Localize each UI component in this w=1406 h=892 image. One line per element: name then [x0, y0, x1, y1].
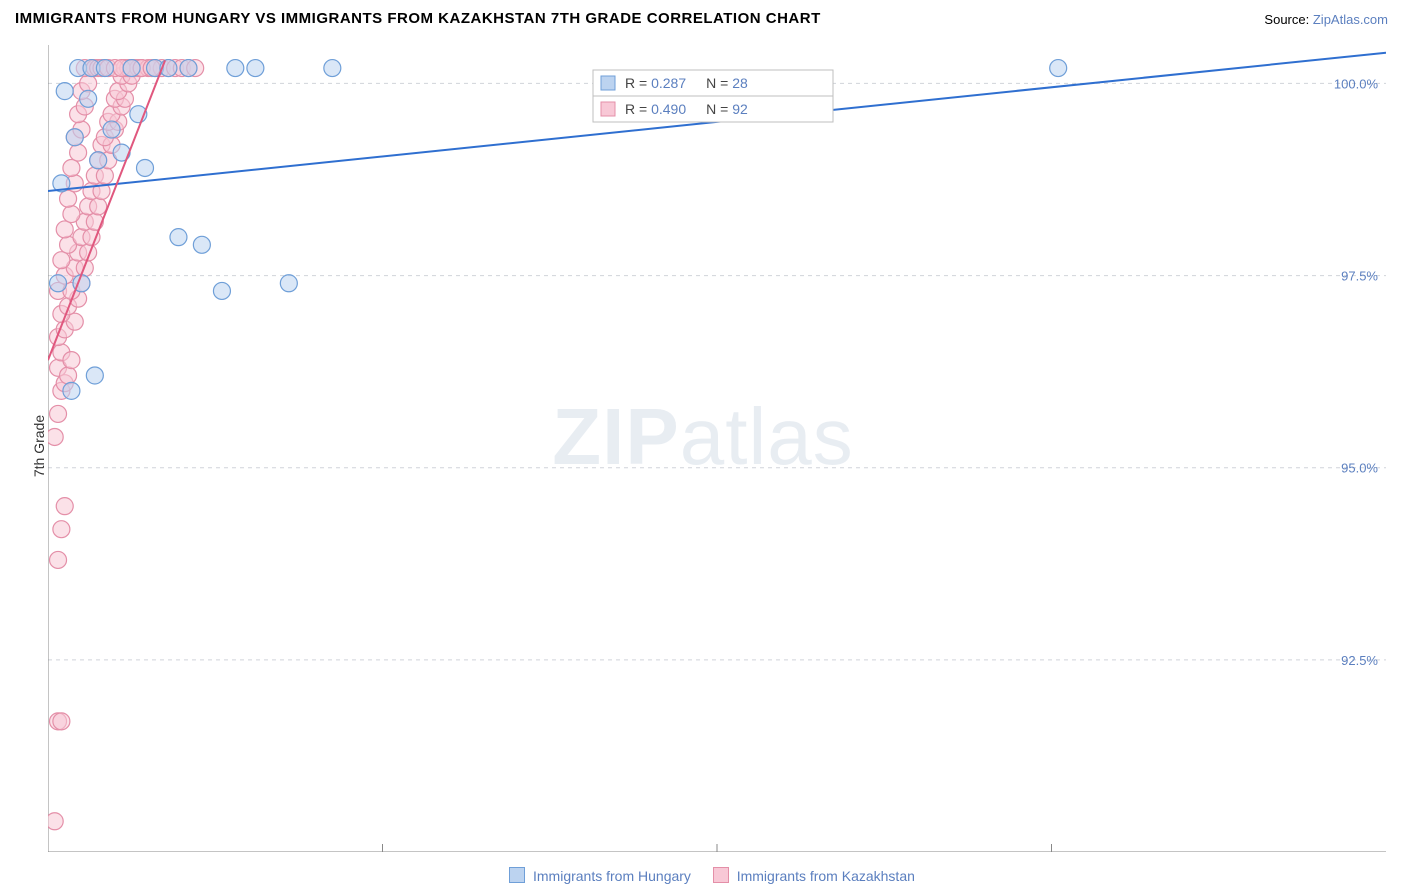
- legend-label-0: Immigrants from Hungary: [533, 868, 691, 884]
- chart-title: IMMIGRANTS FROM HUNGARY VS IMMIGRANTS FR…: [15, 10, 821, 27]
- chart-source: Source: ZipAtlas.com: [1264, 12, 1388, 27]
- svg-text:92.5%: 92.5%: [1341, 653, 1378, 668]
- legend-label-1: Immigrants from Kazakhstan: [737, 868, 915, 884]
- svg-text:97.5%: 97.5%: [1341, 269, 1378, 284]
- source-link[interactable]: ZipAtlas.com: [1313, 12, 1388, 27]
- svg-text:95.0%: 95.0%: [1341, 461, 1378, 476]
- plot-area: 92.5%95.0%97.5%100.0%0.0%40.0%R = 0.287N…: [48, 45, 1386, 852]
- source-label: Source:: [1264, 12, 1309, 27]
- y-axis-label: 7th Grade: [31, 415, 47, 477]
- legend-bottom: Immigrants from Hungary Immigrants from …: [0, 867, 1406, 884]
- svg-text:100.0%: 100.0%: [1334, 76, 1379, 91]
- chart-svg: 92.5%95.0%97.5%100.0%0.0%40.0%R = 0.287N…: [48, 45, 1386, 852]
- legend-swatch-0: [509, 867, 525, 883]
- legend-swatch-1: [713, 867, 729, 883]
